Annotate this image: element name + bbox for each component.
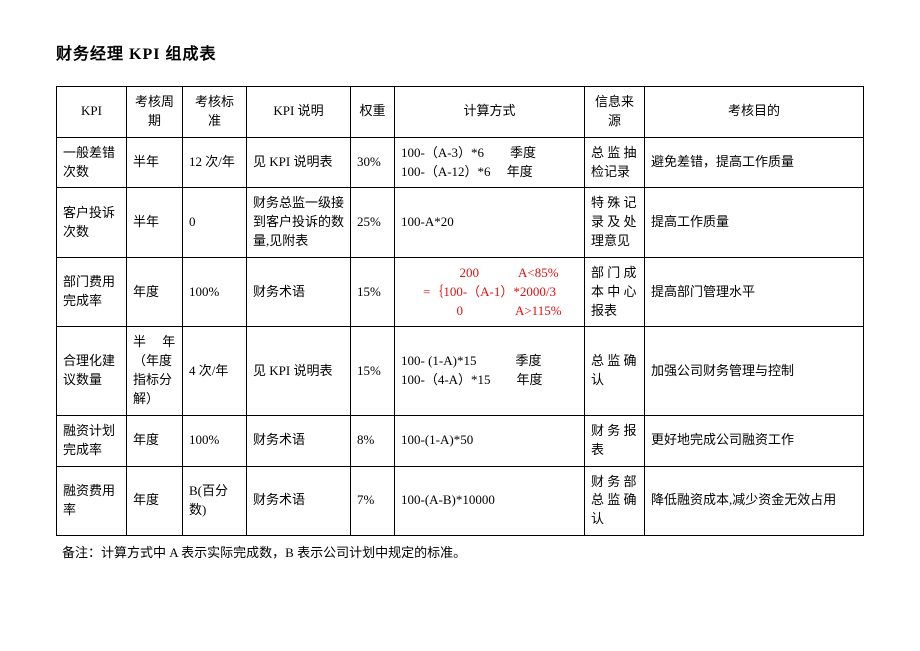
table-cell: 提高工作质量 — [645, 188, 864, 258]
table-cell: 15% — [351, 257, 395, 327]
table-cell: 200 A<85% =｛100-（A-1）*2000/3 0 A>115% — [395, 257, 585, 327]
table-cell: 7% — [351, 466, 395, 536]
table-cell: 0 — [183, 188, 247, 258]
col-header: 计算方式 — [395, 87, 585, 138]
table-cell: 年度 — [127, 466, 183, 536]
page-title: 财务经理 KPI 组成表 — [56, 40, 864, 64]
col-header: KPI — [57, 87, 127, 138]
table-cell: 一般差错次数 — [57, 137, 127, 188]
table-row: 合理化建议数量半 年（年度指标分解）4 次/年见 KPI 说明表15%100- … — [57, 327, 864, 415]
col-header: 考核标准 — [183, 87, 247, 138]
table-cell: 15% — [351, 327, 395, 415]
table-cell: 财务术语 — [247, 415, 351, 466]
table-row: 融资计划完成率年度100%财务术语8%100-(1-A)*50财 务 报表更好地… — [57, 415, 864, 466]
table-cell: 见 KPI 说明表 — [247, 327, 351, 415]
table-cell: 更好地完成公司融资工作 — [645, 415, 864, 466]
col-header: 权重 — [351, 87, 395, 138]
table-cell: 财务术语 — [247, 257, 351, 327]
table-row: 融资费用率年度B(百分数)财务术语7%100-(A-B)*10000财 务 部总… — [57, 466, 864, 536]
table-cell: 25% — [351, 188, 395, 258]
table-cell: 100-A*20 — [395, 188, 585, 258]
table-cell: 半年 — [127, 137, 183, 188]
table-row: 部门费用完成率年度100%财务术语15% 200 A<85% =｛100-（A-… — [57, 257, 864, 327]
table-cell: 见 KPI 说明表 — [247, 137, 351, 188]
footnote: 备注：计算方式中 A 表示实际完成数，B 表示公司计划中规定的标准。 — [56, 542, 864, 561]
table-cell: 避免差错，提高工作质量 — [645, 137, 864, 188]
table-cell: 100% — [183, 257, 247, 327]
table-cell: 总 监 抽检记录 — [585, 137, 645, 188]
table-cell: 100-(A-B)*10000 — [395, 466, 585, 536]
table-header-row: KPI 考核周期 考核标准 KPI 说明 权重 计算方式 信息来源 考核目的 — [57, 87, 864, 138]
table-cell: 年度 — [127, 415, 183, 466]
table-cell: 融资计划完成率 — [57, 415, 127, 466]
table-cell: 部 门 成本 中 心报表 — [585, 257, 645, 327]
table-cell: 半 年（年度指标分解） — [127, 327, 183, 415]
table-cell: 半年 — [127, 188, 183, 258]
table-cell: 100-(1-A)*50 — [395, 415, 585, 466]
table-cell: 特 殊 记录 及 处理意见 — [585, 188, 645, 258]
table-cell: 财务术语 — [247, 466, 351, 536]
table-cell: 100- (1-A)*15 季度 100-（4-A）*15 年度 — [395, 327, 585, 415]
table-cell: 融资费用率 — [57, 466, 127, 536]
table-cell: 100% — [183, 415, 247, 466]
table-cell: 加强公司财务管理与控制 — [645, 327, 864, 415]
col-header: 信息来源 — [585, 87, 645, 138]
col-header: 考核目的 — [645, 87, 864, 138]
table-cell: 财务总监一级接到客户投诉的数量,见附表 — [247, 188, 351, 258]
table-cell: 部门费用完成率 — [57, 257, 127, 327]
table-cell: 财 务 部总 监 确认 — [585, 466, 645, 536]
col-header: KPI 说明 — [247, 87, 351, 138]
table-cell: B(百分数) — [183, 466, 247, 536]
table-cell: 12 次/年 — [183, 137, 247, 188]
table-cell: 降低融资成本,减少资金无效占用 — [645, 466, 864, 536]
table-cell: 总 监 确认 — [585, 327, 645, 415]
table-cell: 8% — [351, 415, 395, 466]
table-cell: 30% — [351, 137, 395, 188]
table-cell: 100-（A-3）*6 季度 100-（A-12）*6 年度 — [395, 137, 585, 188]
table-cell: 合理化建议数量 — [57, 327, 127, 415]
table-row: 客户投诉次数半年0财务总监一级接到客户投诉的数量,见附表25%100-A*20特… — [57, 188, 864, 258]
table-cell: 年度 — [127, 257, 183, 327]
table-row: 一般差错次数半年12 次/年见 KPI 说明表30%100-（A-3）*6 季度… — [57, 137, 864, 188]
table-cell: 4 次/年 — [183, 327, 247, 415]
kpi-table: KPI 考核周期 考核标准 KPI 说明 权重 计算方式 信息来源 考核目的 一… — [56, 86, 864, 536]
col-header: 考核周期 — [127, 87, 183, 138]
table-cell: 客户投诉次数 — [57, 188, 127, 258]
table-cell: 财 务 报表 — [585, 415, 645, 466]
table-cell: 提高部门管理水平 — [645, 257, 864, 327]
